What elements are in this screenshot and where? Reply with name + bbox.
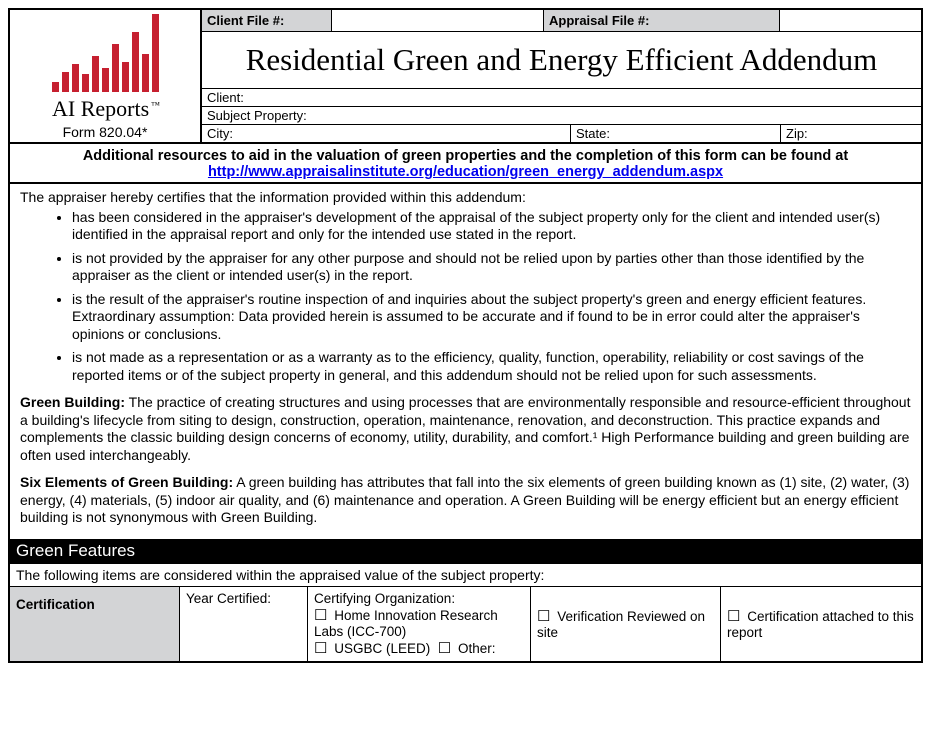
logo-cell: AI Reports™ Form 820.04* xyxy=(10,10,202,142)
checkbox-icon[interactable]: ☐ xyxy=(537,607,550,625)
certification-label: Certification xyxy=(10,587,180,661)
resources-block: Additional resources to aid in the valua… xyxy=(10,144,921,184)
checkbox-icon[interactable]: ☐ xyxy=(314,639,327,657)
certify-list: has been considered in the appraiser's d… xyxy=(72,209,911,385)
form-title: Residential Green and Energy Efficient A… xyxy=(202,32,921,89)
certifying-org[interactable]: Certifying Organization: ☐ Home Innovati… xyxy=(308,587,531,661)
checkbox-icon[interactable]: ☐ xyxy=(438,639,451,657)
zip-field[interactable]: Zip: xyxy=(781,125,921,142)
header-right: Client File #: Appraisal File #: Residen… xyxy=(202,10,921,142)
client-file-value[interactable] xyxy=(332,10,544,31)
certification-attached[interactable]: ☐ Certification attached to this report xyxy=(721,587,921,661)
resources-link[interactable]: http://www.appraisalinstitute.org/educat… xyxy=(208,164,723,180)
subject-field[interactable]: Subject Property: xyxy=(202,107,921,124)
checkbox-icon[interactable]: ☐ xyxy=(314,606,327,624)
state-field[interactable]: State: xyxy=(571,125,781,142)
brand-name: AI Reports™ xyxy=(52,96,158,122)
form-code: Form 820.04* xyxy=(63,124,148,140)
client-field[interactable]: Client: xyxy=(202,89,921,106)
certify-bullet: has been considered in the appraiser's d… xyxy=(72,209,911,244)
header-block: AI Reports™ Form 820.04* Client File #: … xyxy=(10,10,921,144)
file-row: Client File #: Appraisal File #: xyxy=(202,10,921,32)
certify-bullet: is the result of the appraiser's routine… xyxy=(72,291,911,344)
six-def: Six Elements of Green Building: A green … xyxy=(20,474,911,527)
verification-reviewed[interactable]: ☐ Verification Reviewed on site xyxy=(531,587,721,661)
features-subline: The following items are considered withi… xyxy=(10,564,921,587)
certify-bullet: is not provided by the appraiser for any… xyxy=(72,250,911,285)
form-container: AI Reports™ Form 820.04* Client File #: … xyxy=(8,8,923,663)
green-features-header: Green Features xyxy=(10,539,921,564)
resources-text: Additional resources to aid in the valua… xyxy=(83,148,848,164)
logo-icon xyxy=(52,14,159,92)
appraisal-file-label: Appraisal File #: xyxy=(544,10,780,31)
appraisal-file-value[interactable] xyxy=(780,10,921,31)
city-field[interactable]: City: xyxy=(202,125,571,142)
body-text: The appraiser hereby certifies that the … xyxy=(10,184,921,539)
certification-row: Certification Year Certified: Certifying… xyxy=(10,587,921,661)
green-def: Green Building: The practice of creating… xyxy=(20,394,911,464)
certify-bullet: is not made as a representation or as a … xyxy=(72,349,911,384)
checkbox-icon[interactable]: ☐ xyxy=(727,607,740,625)
year-certified[interactable]: Year Certified: xyxy=(180,587,308,661)
client-file-label: Client File #: xyxy=(202,10,332,31)
certify-intro: The appraiser hereby certifies that the … xyxy=(20,189,911,207)
